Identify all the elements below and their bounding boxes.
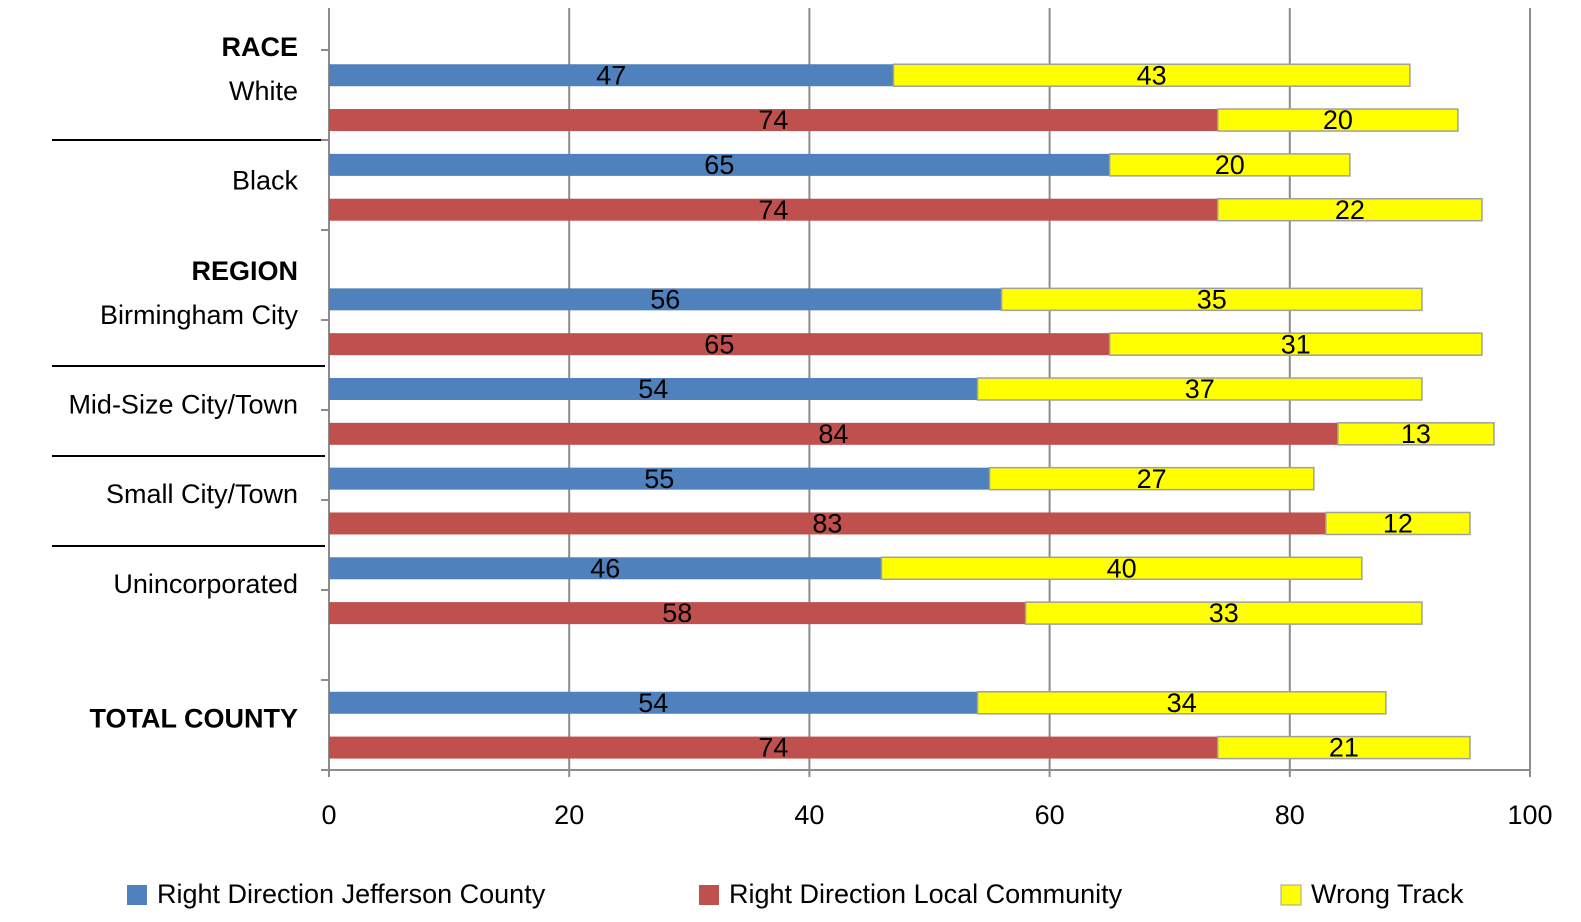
category-label: Black [232,165,299,195]
bar-segment [329,153,1110,176]
x-tick-label: 80 [1275,800,1305,830]
value-label: 74 [758,195,788,225]
x-tick-label: 100 [1507,800,1552,830]
category-label: Unincorporated [113,569,298,599]
value-label: 74 [758,105,788,135]
value-label: 40 [1107,553,1137,583]
value-label: 46 [590,553,620,583]
bar-segment [1216,735,1471,760]
legend-label: Wrong Track [1311,879,1464,909]
category-label: Small City/Town [106,479,298,509]
bar-segment [329,512,1326,535]
legend-swatch [1280,884,1302,906]
bar-segment [1000,287,1423,312]
bar-segment [976,377,1423,401]
bar-segment [1108,153,1351,177]
bar-segment [1216,197,1483,222]
value-label: 13 [1401,419,1431,449]
value-label: 55 [644,464,674,494]
bar-segment [329,198,1218,221]
bar-segment [329,691,978,714]
section-heading: REGION [191,256,298,286]
value-label: 54 [638,688,668,718]
bar-segment [1325,511,1471,536]
value-label: 47 [596,60,626,90]
category-label: Birmingham City [100,300,299,330]
section-heading: RACE [221,32,298,62]
bar-segment [976,691,1387,715]
x-tick-label: 20 [554,800,584,830]
bar-segment [1216,108,1459,132]
bar-segment [1108,332,1483,356]
bar-segment [329,602,1026,625]
value-label: 83 [812,509,842,539]
bar-segment [329,333,1110,356]
bar-segment [329,109,1218,132]
bar-segment [329,64,894,87]
category-label: TOTAL COUNTY [90,703,299,733]
bar-segment [329,557,882,580]
bar-segment [988,466,1315,491]
bar-segment [329,378,978,400]
x-tick-label: 0 [321,800,336,830]
value-label: 35 [1197,284,1227,314]
bar-segment [329,467,990,490]
legend-label: Right Direction Local Community [729,879,1123,909]
value-label: 27 [1137,464,1167,494]
value-label: 84 [818,419,848,449]
value-label: 31 [1281,329,1311,359]
value-label: 65 [704,150,734,180]
value-label: 43 [1137,60,1167,90]
value-label: 20 [1215,150,1245,180]
value-label: 56 [650,284,680,314]
category-label: White [229,76,298,106]
x-tick-label: 60 [1035,800,1065,830]
bar-segment [329,736,1218,759]
value-label: 37 [1185,374,1215,404]
value-label: 20 [1323,105,1353,135]
bar-segment [1337,422,1495,446]
value-label: 33 [1209,598,1239,628]
value-label: 54 [638,374,668,404]
value-label: 65 [704,329,734,359]
bar-segment [329,422,1338,445]
bar-segment [1024,601,1423,625]
value-label: 21 [1329,733,1359,763]
value-label: 12 [1383,509,1413,539]
value-label: 58 [662,598,692,628]
legend-swatch [699,885,719,905]
legend-swatch [127,885,147,905]
x-tick-label: 40 [794,800,824,830]
bar-segment [880,556,1363,581]
bar-segment [329,288,1002,311]
category-label: Mid-Size City/Town [68,390,298,420]
legend-label: Right Direction Jefferson County [157,879,546,909]
value-label: 74 [758,733,788,763]
separators [52,139,325,547]
bar-segment [892,63,1411,87]
value-label: 22 [1335,195,1365,225]
value-label: 34 [1167,688,1197,718]
